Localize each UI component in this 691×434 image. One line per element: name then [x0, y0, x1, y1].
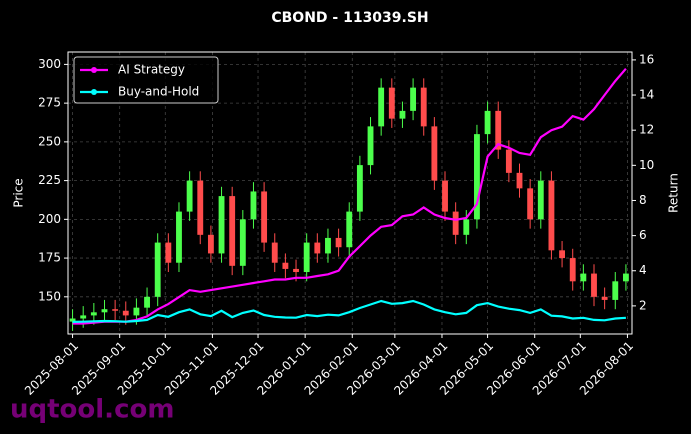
candle-body — [325, 237, 331, 254]
series-line — [72, 67, 627, 325]
candle-body — [133, 307, 140, 316]
y2-tick-label: 2 — [639, 298, 647, 312]
legend-marker — [91, 67, 97, 73]
candle-body — [101, 309, 108, 313]
candle-body — [154, 242, 161, 297]
y2-tick-label: 12 — [639, 123, 654, 137]
candle-body — [176, 211, 182, 263]
candle-body — [250, 191, 257, 220]
y-tick-label: 175 — [38, 251, 61, 265]
candle-body — [516, 172, 523, 189]
legend-box — [73, 56, 219, 104]
candle-body — [420, 87, 427, 127]
candle-body — [431, 126, 438, 181]
y2-tick-label: 4 — [639, 263, 647, 277]
candle-body — [399, 110, 406, 119]
y-tick-label: 275 — [38, 96, 61, 110]
candle-body — [80, 315, 87, 319]
candle-body — [591, 273, 597, 297]
candle-body — [580, 273, 587, 282]
chart-title: CBOND - 113039.SH — [271, 10, 428, 26]
candle-body — [112, 309, 119, 311]
candle-body — [495, 110, 502, 150]
candle-body — [559, 250, 565, 259]
y2-tick-label: 8 — [639, 193, 647, 207]
candle-body — [484, 110, 491, 135]
candle-body — [271, 242, 278, 263]
legend-label: AI Strategy — [118, 63, 185, 77]
candle-body — [197, 180, 204, 235]
watermark: uqtool.com — [10, 395, 174, 425]
candle-body — [601, 296, 608, 300]
candle-body — [335, 237, 342, 248]
y2-axis-label: Return — [667, 173, 681, 213]
candle-body — [378, 87, 385, 127]
candle-body — [356, 165, 363, 212]
candle-body — [474, 134, 480, 220]
y2-tick-label: 14 — [639, 88, 654, 102]
y-tick-label: 200 — [38, 212, 61, 226]
y2-tick-label: 10 — [639, 158, 654, 172]
plot-frame — [67, 51, 633, 335]
candle-body — [537, 180, 544, 220]
legend-label: Buy-and-Hold — [118, 85, 199, 99]
candle-body — [261, 191, 268, 243]
candle-body — [218, 196, 225, 254]
candle-body — [442, 180, 448, 212]
y2-tick-label: 6 — [639, 228, 647, 242]
y-tick-label: 300 — [38, 57, 61, 71]
candle-body — [569, 258, 576, 282]
candle-body — [463, 219, 470, 235]
y2-tick-label: 16 — [639, 52, 654, 66]
candle-body — [229, 196, 236, 266]
candle-body — [207, 234, 214, 254]
y-axis-label: Price — [12, 178, 26, 207]
y-tick-label: 250 — [38, 134, 61, 148]
candle-body — [505, 149, 512, 173]
y-tick-label: 225 — [38, 173, 61, 187]
candle-body — [186, 180, 193, 212]
candle-body — [388, 87, 395, 119]
candle-body — [452, 211, 459, 235]
candle-body — [548, 180, 555, 251]
candle-body — [622, 273, 629, 282]
candle-body — [165, 242, 172, 263]
legend-marker — [91, 89, 97, 95]
candle-body — [303, 242, 310, 273]
candle-body — [282, 262, 289, 269]
candle-body — [314, 242, 321, 254]
candle-body — [612, 281, 619, 300]
candle-body — [410, 87, 417, 111]
candle-body — [367, 126, 374, 166]
legend: AI Strategy Buy-and-Hold — [73, 56, 219, 104]
series-line — [72, 299, 626, 323]
candle-body — [239, 219, 246, 266]
candle-body — [122, 310, 129, 316]
y-tick-label: 150 — [38, 289, 61, 303]
candle-body — [69, 318, 76, 322]
candle-body — [527, 188, 534, 220]
candle-body — [293, 268, 299, 273]
candle-body — [90, 312, 97, 316]
candle-body — [144, 296, 150, 308]
candle-body — [346, 211, 353, 248]
